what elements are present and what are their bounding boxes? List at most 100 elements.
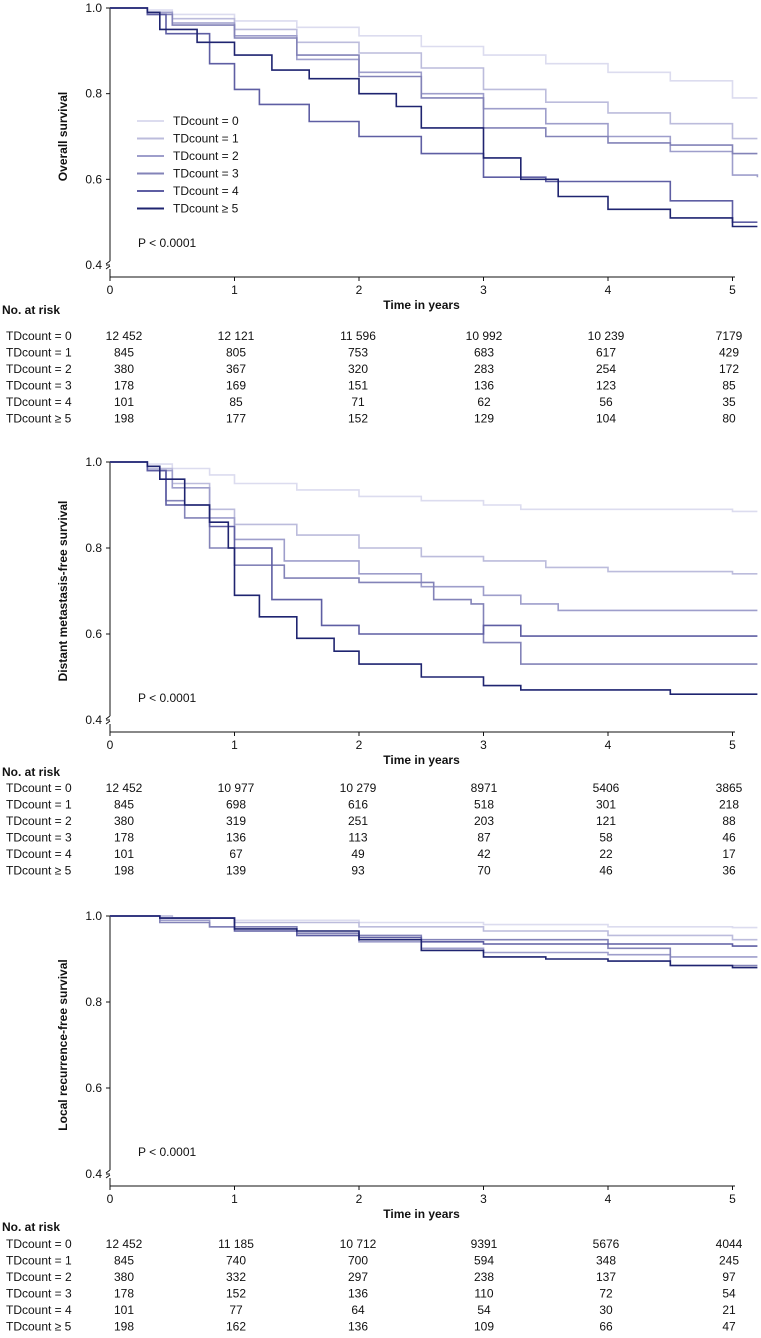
risk-cell: 429 [719,346,739,360]
y-axis-break [105,260,111,270]
x-axis-title: Time in years [383,1207,460,1221]
risk-cell: 700 [348,1254,368,1268]
risk-row-label: TDcount = 0 [6,781,72,795]
risk-cell: 297 [348,1270,368,1284]
chart-panel-3: 0.4 0.6 0.8 1.0 0 1 2 3 4 5 Time in years Local rec… [2,909,758,1334]
risk-cell: 110 [474,1287,493,1301]
risk-cell: 8971 [471,781,498,795]
survival-curve-tdcount-5 [110,461,758,695]
risk-cell: 245 [719,1254,739,1268]
x-axis-title: Time in years [383,298,460,312]
risk-cell: 805 [226,346,246,360]
risk-cell: 152 [226,1287,246,1301]
risk-cell: 88 [722,814,736,828]
risk-cell: 3865 [716,781,743,795]
risk-cell: 77 [229,1303,243,1317]
risk-cell: 7179 [716,329,743,343]
x-tick-label: 3 [480,738,487,752]
risk-cell: 17 [722,847,736,861]
risk-row-label: TDcount ≥ 5 [6,864,72,878]
x-tick-label: 1 [231,738,238,752]
risk-cell: 62 [477,395,491,409]
risk-cell: 10 279 [340,781,377,795]
risk-cell: 66 [599,1320,613,1334]
risk-cell: 139 [226,864,246,878]
risk-cell: 46 [599,864,613,878]
risk-cell: 254 [596,362,616,376]
survival-curve-tdcount-5 [110,915,758,969]
y-tick-label: 0.6 [85,172,102,186]
risk-cell: 137 [596,1270,616,1284]
risk-row-label: TDcount ≥ 5 [6,412,72,426]
risk-cell: 198 [114,1320,134,1334]
risk-cell: 162 [226,1320,246,1334]
risk-row-label: TDcount = 4 [6,1303,72,1317]
risk-cell: 169 [226,379,246,393]
risk-cell: 136 [226,831,246,845]
x-tick-label: 0 [107,738,114,752]
risk-cell: 12 452 [106,781,143,795]
y-tick-label: 0.4 [85,1167,102,1181]
risk-cell: 109 [474,1320,494,1334]
survival-curve-tdcount-3 [110,915,758,967]
risk-cell: 101 [114,1303,134,1317]
risk-cell: 845 [114,1254,134,1268]
risk-cell: 10 239 [588,329,625,343]
risk-cell: 177 [226,412,246,426]
y-tick-label: 0.6 [85,1081,102,1095]
y-tick-label: 0.4 [85,258,102,272]
risk-cell: 136 [348,1287,368,1301]
risk-cell: 46 [722,831,736,845]
x-tick-label: 4 [605,283,612,297]
y-axis-title: Overall survival [56,92,70,181]
survival-curve-tdcount-4 [110,461,758,637]
y-tick-label: 0.8 [85,541,102,555]
risk-cell: 616 [348,798,368,812]
risk-cell: 30 [599,1303,613,1317]
risk-cell: 9391 [471,1237,498,1251]
risk-cell: 11 596 [340,329,376,343]
risk-cell: 72 [599,1287,613,1301]
legend-label-5: TDcount ≥ 5 [173,202,239,216]
risk-row-label: TDcount = 3 [6,831,72,845]
risk-cell: 54 [477,1303,491,1317]
y-tick-label: 0.4 [85,713,102,727]
risk-cell: 123 [596,379,616,393]
risk-cell: 380 [114,1270,134,1284]
risk-cell: 85 [722,379,736,393]
risk-cell: 70 [477,864,491,878]
risk-cell: 104 [596,412,616,426]
risk-cell: 21 [722,1303,736,1317]
risk-cell: 283 [474,362,494,376]
p-value: P < 0.0001 [138,236,196,250]
risk-cell: 172 [719,362,739,376]
risk-table-title: No. at risk [2,303,60,317]
legend: TDcount = 0 TDcount = 1 TDcount = 2 TDcount… [137,114,239,216]
x-tick-label: 2 [356,283,363,297]
risk-table-title: No. at risk [2,765,60,779]
risk-cell: 11 185 [218,1237,254,1251]
risk-cell: 367 [226,362,246,376]
risk-row-label: TDcount = 4 [6,395,72,409]
risk-cell: 22 [599,847,613,861]
chart-panel-2: 0.4 0.6 0.8 1.0 0 1 2 3 4 5 Time in years Distant m… [2,455,758,878]
risk-cell: 332 [226,1270,246,1284]
x-tick-label: 0 [107,1192,114,1206]
risk-cell: 698 [226,798,246,812]
risk-table: No. at risk TDcount = 0 12 452 12 121 11 596… [2,303,743,426]
risk-cell: 10 712 [340,1237,377,1251]
y-axis-title: Distant metastasis-free survival [56,501,70,682]
risk-cell: 101 [114,847,134,861]
x-tick-label: 2 [356,738,363,752]
x-tick-label: 3 [480,283,487,297]
risk-cell: 594 [474,1254,494,1268]
x-tick-label: 4 [605,1192,612,1206]
risk-row-label: TDcount = 4 [6,847,72,861]
risk-cell: 348 [596,1254,616,1268]
risk-cell: 753 [348,346,368,360]
survival-curve-tdcount-0 [110,461,758,513]
risk-cell: 136 [348,1320,368,1334]
risk-cell: 380 [114,362,134,376]
